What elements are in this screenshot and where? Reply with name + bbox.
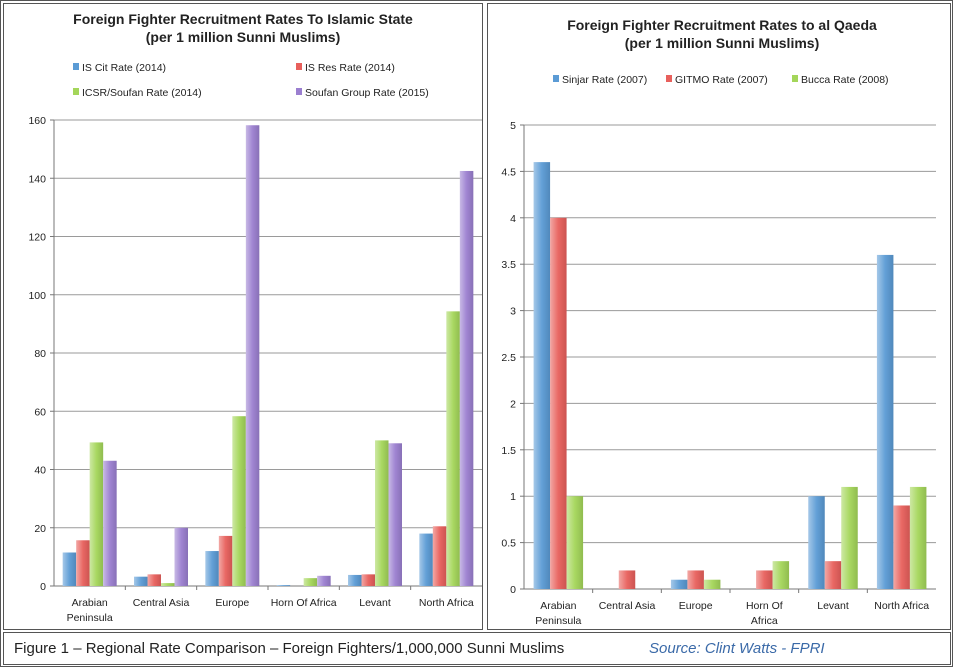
y-tick-label-3: 3	[510, 306, 516, 318]
bar-levant-gitmo-rate-2007	[824, 561, 842, 589]
x-tick-label-europe: Europe	[215, 597, 249, 609]
x-tick-label-central-asia: Central Asia	[599, 600, 656, 612]
bar-europe-gitmo-rate-2007	[687, 570, 704, 589]
bar-europe-is-cit-rate-2014	[205, 551, 219, 586]
x-tick-label-levant: Levant	[359, 597, 391, 609]
chart-title: Foreign Fighter Recruitment Rates to al …	[567, 17, 877, 33]
bar-arabian-peninsula-soufan-group-rate-2015	[103, 460, 117, 586]
bar-levant-is-cit-rate-2014	[348, 574, 362, 586]
bar-north-africa-soufan-group-rate-2015	[459, 170, 474, 586]
y-tick-label-1: 1	[510, 491, 516, 503]
bar-arabian-peninsula-gitmo-rate-2007	[550, 217, 567, 590]
y-tick-label-0: 0	[40, 581, 46, 593]
y-tick-label-140: 140	[28, 173, 46, 185]
bar-horn-of-africa-icsr-soufan-rate-2014	[303, 578, 318, 586]
figure-source: Source: Clint Watts - FPRI	[649, 640, 825, 657]
al-qaeda-chart: Foreign Fighter Recruitment Rates to al …	[501, 17, 936, 627]
bar-horn-of-africa-bucca-rate-2008	[772, 561, 790, 589]
islamic-state-chart: Foreign Fighter Recruitment Rates To Isl…	[28, 11, 482, 624]
y-tick-label-40: 40	[34, 465, 46, 477]
y-tick-label-60: 60	[34, 406, 46, 418]
y-tick-label-0: 0	[510, 584, 516, 596]
figure-caption: Figure 1 – Regional Rate Comparison – Fo…	[14, 640, 565, 657]
bar-levant-bucca-rate-2008	[841, 486, 858, 589]
x-tick-label-horn-of: Horn Of	[746, 600, 783, 612]
y-tick-label-2-5: 2.5	[501, 352, 516, 364]
legend-label-soufan-group-rate-2015: Soufan Group Rate (2015)	[305, 87, 429, 99]
bar-europe-icsr-soufan-rate-2014	[232, 416, 246, 586]
bar-central-asia-is-cit-rate-2014	[134, 576, 148, 586]
y-tick-label-1-5: 1.5	[501, 445, 516, 457]
bar-north-africa-bucca-rate-2008	[909, 486, 927, 589]
al-qaeda-chart-panel: Foreign Fighter Recruitment Rates to al …	[487, 3, 951, 630]
y-tick-label-20: 20	[34, 523, 46, 535]
x-tick-label-central-asia: Central Asia	[133, 597, 190, 609]
legend-swatch-sinjar-rate-2007	[553, 75, 559, 82]
bar-levant-icsr-soufan-rate-2014	[375, 440, 389, 586]
y-tick-label-120: 120	[28, 232, 46, 244]
legend-swatch-is-res-rate-2014	[296, 63, 302, 70]
bar-north-africa-icsr-soufan-rate-2014	[446, 311, 460, 586]
figure-caption-bar: Figure 1 – Regional Rate Comparison – Fo…	[3, 632, 951, 665]
x-tick-label-arabian: Arabian	[72, 597, 108, 609]
y-tick-label-4: 4	[510, 213, 516, 225]
x-tick-label-north-africa: North Africa	[419, 597, 474, 609]
y-tick-label-160: 160	[28, 115, 46, 127]
bar-arabian-peninsula-is-res-rate-2014	[76, 540, 90, 586]
y-tick-label-5: 5	[510, 120, 516, 132]
bar-central-asia-is-res-rate-2014	[147, 574, 161, 586]
bar-central-asia-soufan-group-rate-2015	[174, 527, 188, 586]
bar-horn-of-africa-soufan-group-rate-2015	[317, 575, 331, 586]
y-tick-label-0-5: 0.5	[501, 538, 516, 550]
legend-label-bucca-rate-2008: Bucca Rate (2008)	[801, 74, 889, 86]
chart-subtitle: (per 1 million Sunni Muslims)	[146, 29, 340, 45]
bar-north-africa-is-res-rate-2014	[432, 526, 447, 586]
x-tick-label-peninsula: Peninsula	[67, 612, 113, 624]
x-tick-label-europe: Europe	[679, 600, 713, 612]
bar-horn-of-africa-is-cit-rate-2014	[276, 585, 291, 586]
legend-label-sinjar-rate-2007: Sinjar Rate (2007)	[562, 74, 647, 86]
x-tick-label-africa: Africa	[751, 615, 778, 627]
y-tick-label-80: 80	[34, 348, 46, 360]
bar-arabian-peninsula-is-cit-rate-2014	[62, 552, 77, 586]
bar-north-africa-is-cit-rate-2014	[419, 533, 433, 586]
legend-label-gitmo-rate-2007: GITMO Rate (2007)	[675, 74, 768, 86]
x-tick-label-peninsula: Peninsula	[535, 615, 581, 627]
chart-title: Foreign Fighter Recruitment Rates To Isl…	[73, 11, 413, 27]
bar-levant-sinjar-rate-2007	[808, 496, 825, 589]
bar-europe-sinjar-rate-2007	[670, 579, 688, 589]
legend-label-icsr-soufan-rate-2014: ICSR/Soufan Rate (2014)	[82, 87, 202, 99]
x-tick-label-horn-of-africa: Horn Of Africa	[271, 597, 337, 609]
x-tick-label-north-africa: North Africa	[874, 600, 929, 612]
y-tick-label-4-5: 4.5	[501, 166, 516, 178]
legend-label-is-res-rate-2014: IS Res Rate (2014)	[305, 62, 395, 74]
x-tick-label-arabian: Arabian	[540, 600, 576, 612]
bar-levant-is-res-rate-2014	[361, 574, 375, 586]
bar-north-africa-sinjar-rate-2007	[876, 254, 894, 590]
y-tick-label-100: 100	[28, 290, 46, 302]
y-tick-label-2: 2	[510, 398, 516, 410]
islamic-state-chart-panel: Foreign Fighter Recruitment Rates To Isl…	[3, 3, 483, 630]
bar-europe-is-res-rate-2014	[218, 535, 233, 586]
bar-central-asia-gitmo-rate-2007	[618, 570, 636, 589]
bar-north-africa-gitmo-rate-2007	[893, 505, 910, 589]
bar-horn-of-africa-gitmo-rate-2007	[756, 570, 773, 589]
bar-central-asia-icsr-soufan-rate-2014	[161, 583, 175, 586]
legend-swatch-soufan-group-rate-2015	[296, 88, 302, 95]
legend-label-is-cit-rate-2014: IS Cit Rate (2014)	[82, 62, 166, 74]
y-tick-label-3-5: 3.5	[501, 259, 516, 271]
bar-arabian-peninsula-bucca-rate-2008	[566, 496, 584, 589]
bar-europe-soufan-group-rate-2015	[245, 125, 260, 587]
legend-swatch-is-cit-rate-2014	[73, 63, 79, 70]
chart-subtitle: (per 1 million Sunni Muslims)	[625, 35, 819, 51]
legend-swatch-bucca-rate-2008	[792, 75, 798, 82]
legend-swatch-icsr-soufan-rate-2014	[73, 88, 79, 95]
x-tick-label-levant: Levant	[817, 600, 849, 612]
bar-levant-soufan-group-rate-2015	[388, 443, 402, 586]
legend-swatch-gitmo-rate-2007	[666, 75, 672, 82]
bar-arabian-peninsula-sinjar-rate-2007	[533, 162, 551, 589]
bar-arabian-peninsula-icsr-soufan-rate-2014	[89, 442, 104, 586]
bar-europe-bucca-rate-2008	[703, 579, 721, 589]
